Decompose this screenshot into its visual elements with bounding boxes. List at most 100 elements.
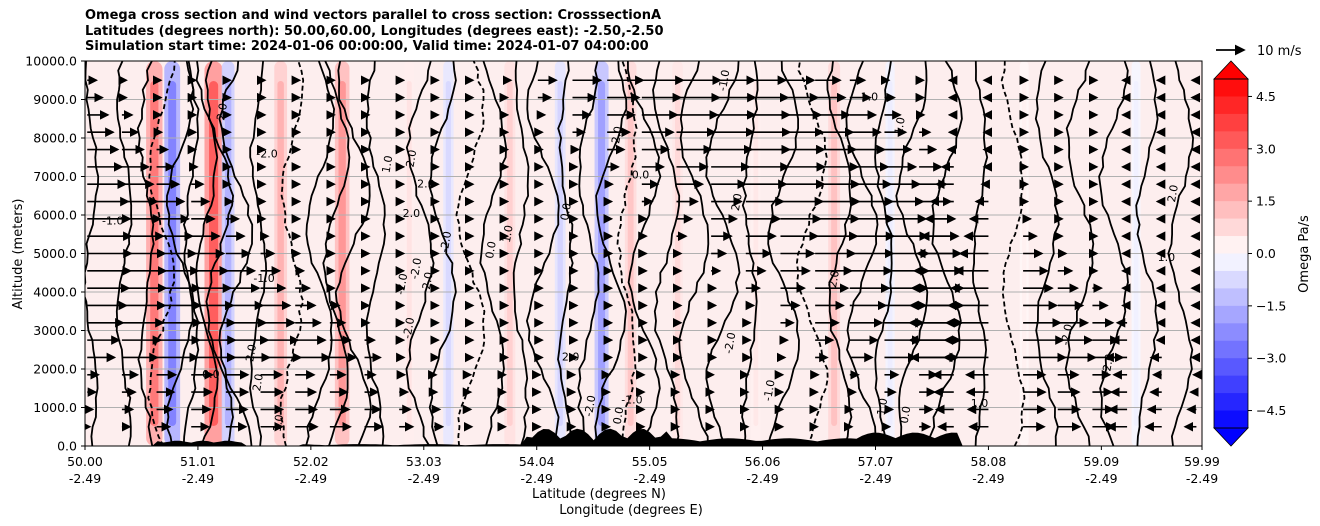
x-axis: 50.00 -2.49 51.01 -2.49 52.02 -2.49 53.03 -2.49… [67, 446, 1220, 486]
colorbar: 4.5 3.0 1.5 0.0 −1.5 −3.0 −4.5 Omega Pa/s [1213, 60, 1312, 447]
colorbar-level [1214, 410, 1248, 429]
y-tick-label: 0.0 [57, 439, 77, 454]
contour-label: 2.0 [1165, 184, 1181, 203]
colorbar-level [1214, 183, 1248, 202]
terrain-silhouette [85, 428, 1202, 446]
colorbar-level [1214, 79, 1248, 97]
y-tick-label: 6000.0 [33, 208, 77, 223]
contour-label: 2.0 [729, 192, 745, 211]
contour-label: -1.0 [716, 69, 733, 92]
contour-label: 1.0 [892, 116, 908, 135]
omega-contour-line [1000, 61, 1026, 446]
contour-label: 2.0 [403, 207, 421, 220]
omega-contour-line [428, 61, 457, 446]
contour-label: -2.0 [408, 257, 425, 280]
x-tick-lon: -2.49 [69, 471, 101, 486]
contour-label: 2.0 [250, 373, 266, 392]
colorbar-level [1214, 218, 1248, 237]
omega-contour-line [678, 61, 710, 446]
contour-label: 0.0 [202, 368, 220, 381]
contour-label: -2.0 [722, 331, 739, 354]
contour-label: 2.0 [243, 343, 259, 362]
colorbar-label: Omega Pa/s [1297, 215, 1312, 293]
x-tick-lon: -2.49 [295, 471, 327, 486]
colorbar-tick-label: 1.5 [1256, 194, 1276, 209]
y-tick-label: 5000.0 [33, 246, 77, 261]
x-tick-lon: -2.49 [972, 471, 1004, 486]
y-axis: 0.0 1000.0 2000.0 3000.0 4000.0 5000.0 6000.0 7… [25, 54, 85, 454]
contour-label: 1.0 [874, 397, 890, 416]
colorbar-level [1214, 131, 1248, 150]
x-tick-lon: -2.49 [182, 471, 214, 486]
omega-contour-line [305, 61, 336, 446]
omega-contour-line [365, 61, 387, 446]
x-tick-lon: -2.49 [633, 471, 665, 486]
omega-contour-line [455, 61, 486, 446]
contour-label: -1.0 [253, 272, 274, 285]
contour-label: -1.0 [621, 394, 642, 407]
omega-contour-line [512, 61, 530, 446]
colorbar-level [1214, 113, 1248, 132]
y-tick-label: 2000.0 [33, 362, 77, 377]
contour-label: -2.0 [1100, 353, 1117, 376]
colorbar-level [1214, 288, 1248, 307]
y-tick-label: 4000.0 [33, 285, 77, 300]
contour-label: 2.0 [417, 177, 435, 190]
x-tick-lat: 57.07 [858, 454, 894, 469]
title-line-1: Omega cross section and wind vectors par… [85, 8, 662, 23]
y-tick-label: 7000.0 [33, 169, 77, 184]
colorbar-tick-label: −1.5 [1256, 298, 1286, 313]
contour-label: 0.0 [611, 406, 627, 425]
contour-label: 1.0 [1158, 251, 1176, 264]
x-axis-label-latitude: Latitude (degrees N) [532, 487, 666, 502]
y-tick-label: 9000.0 [33, 92, 77, 107]
contour-label: 2.0 [562, 351, 580, 364]
y-tick-label: 1000.0 [33, 400, 77, 415]
x-tick-lat: 55.05 [632, 454, 668, 469]
x-tick-lat: 56.06 [745, 454, 781, 469]
omega-contour-line [334, 61, 372, 446]
omega-contour-line [1135, 61, 1159, 446]
omega-contour-line [525, 61, 560, 446]
y-tick-label: 3000.0 [33, 323, 77, 338]
contour-label: -2.0 [401, 316, 418, 339]
quiver-key: 10 m/s [1216, 44, 1302, 59]
contour-label: -2.0 [438, 230, 455, 253]
omega-contour-line [1034, 61, 1060, 446]
omega-contour-line [627, 61, 662, 446]
contour-label: 0.0 [483, 240, 499, 259]
contour-label: -2.0 [582, 394, 599, 417]
x-tick-lon: -2.49 [859, 471, 891, 486]
colorbar-level [1214, 201, 1248, 220]
colorbar-level [1214, 340, 1248, 359]
omega-contour-line [616, 61, 638, 446]
colorbar-level [1214, 96, 1248, 115]
x-tick-lat: 59.09 [1083, 454, 1119, 469]
contour-label: 1.0 [971, 397, 989, 410]
contour-label: 2.0 [826, 269, 842, 288]
contour-label: 0.0 [632, 168, 650, 181]
x-tick-lat: 52.02 [293, 454, 329, 469]
x-tick-lat: 51.01 [180, 454, 216, 469]
colorbar-level [1214, 270, 1248, 289]
contour-label: 1.0 [380, 155, 396, 174]
colorbar-tick-label: 4.5 [1256, 89, 1276, 104]
contour-label: 0.0 [558, 202, 574, 221]
x-tick-lon: -2.49 [408, 471, 440, 486]
terrain [85, 428, 1202, 446]
colorbar-extend-min [1213, 427, 1249, 447]
contour-label: -2.0 [394, 272, 411, 295]
y-axis-label: Altitude (meters) [11, 199, 26, 310]
contour-label: 0.0 [898, 405, 914, 424]
contour-label: -1.0 [761, 379, 778, 402]
x-axis-label-longitude: Longitude (degrees E) [559, 503, 703, 518]
x-tick-lat: 54.04 [519, 454, 555, 469]
colorbar-level [1214, 148, 1248, 167]
colorbar-tick-label: 0.0 [1256, 246, 1276, 261]
colorbar-level [1214, 323, 1248, 342]
omega-contour-line [1167, 61, 1195, 446]
contour-label: 2.0 [609, 125, 625, 144]
y-tick-label: 8000.0 [33, 131, 77, 146]
quiver-key-label: 10 m/s [1257, 44, 1302, 59]
